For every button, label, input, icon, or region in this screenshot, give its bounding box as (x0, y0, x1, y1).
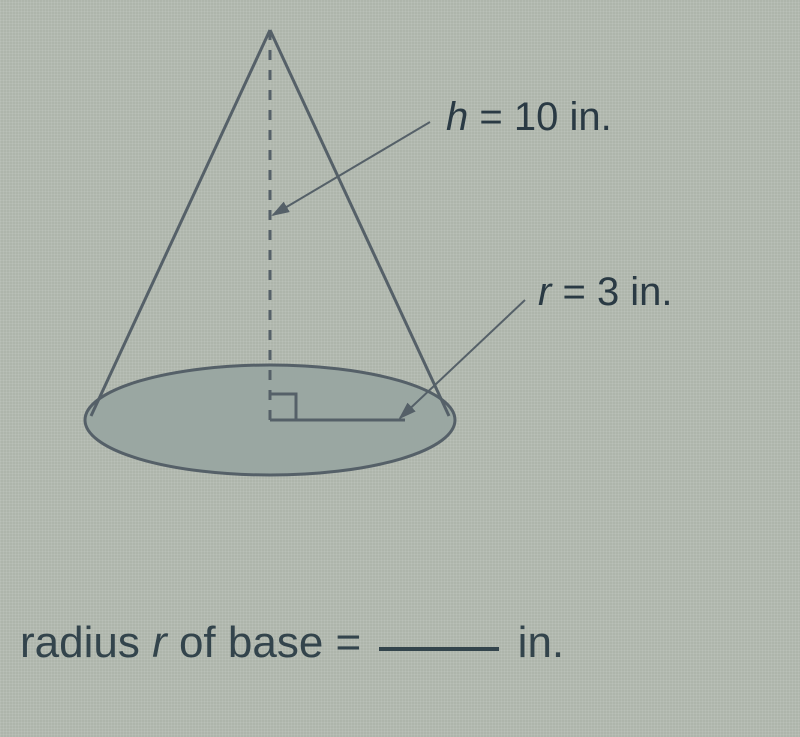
radius-eq: = (562, 270, 585, 314)
height-var: h (446, 95, 468, 139)
prompt-unit: in. (505, 618, 564, 667)
prompt-before: radius (20, 618, 152, 667)
prompt-var: r (152, 618, 167, 667)
radius-value: 3 in. (597, 270, 673, 314)
radius-var: r (538, 270, 551, 314)
height-label: h = 10 in. (446, 95, 612, 140)
diagram-stage: h = 10 in. r = 3 in. radius r of base = … (0, 0, 800, 732)
height-eq: = (479, 95, 502, 139)
height-value: 10 in. (514, 95, 612, 139)
radius-label: r = 3 in. (538, 270, 673, 315)
answer-blank[interactable] (379, 647, 499, 651)
prompt-mid: of base = (167, 618, 374, 667)
prompt-line: radius r of base = in. (20, 618, 564, 668)
